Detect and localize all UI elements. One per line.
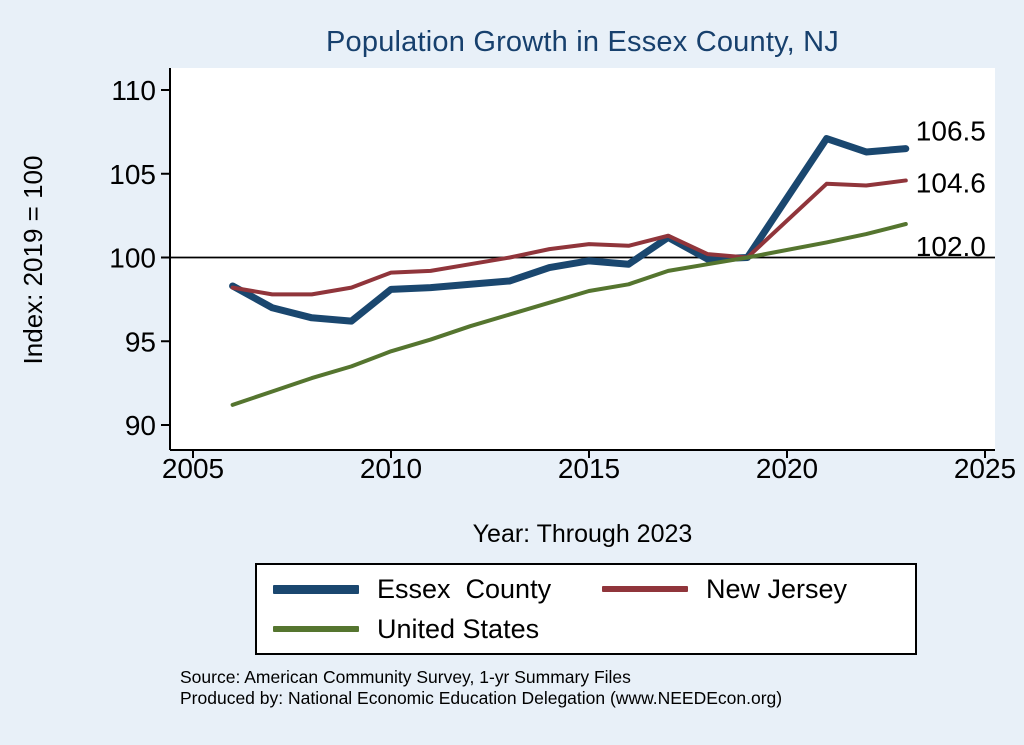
legend-row-1: Essex County New Jersey (257, 569, 915, 609)
svg-text:Index: 2019 = 100: Index: 2019 = 100 (18, 156, 48, 365)
svg-text:2005: 2005 (162, 453, 224, 484)
source-notes: Source: American Community Survey, 1-yr … (180, 667, 782, 709)
essex-county-line-swatch (273, 584, 359, 594)
svg-text:2025: 2025 (954, 453, 1016, 484)
svg-text:110: 110 (111, 75, 156, 106)
svg-text:2020: 2020 (756, 453, 818, 484)
svg-text:102.0: 102.0 (916, 231, 986, 262)
plot-area: 90 95 100 105 110 2005 2010 2015 2020 2025 106.5 10… (0, 60, 1024, 500)
svg-text:106.5: 106.5 (916, 116, 986, 147)
svg-text:105: 105 (109, 159, 156, 190)
svg-text:2015: 2015 (558, 453, 620, 484)
legend: Essex County New Jersey United States (255, 563, 917, 655)
united-states-line-swatch (273, 626, 359, 632)
svg-text:2010: 2010 (360, 453, 422, 484)
svg-text:104.6: 104.6 (916, 167, 986, 198)
legend-label-united-states: United States (377, 613, 540, 644)
line-chart: 90 95 100 105 110 2005 2010 2015 2020 2025 106.5 10… (18, 68, 1016, 484)
svg-text:100: 100 (109, 243, 156, 274)
legend-label-new-jersey: New Jersey (706, 573, 848, 604)
svg-text:90: 90 (125, 410, 156, 441)
chart-title: Population Growth in Essex County, NJ (326, 26, 839, 58)
svg-text:95: 95 (125, 326, 156, 357)
new-jersey-line-swatch (602, 586, 688, 592)
legend-label-essex-county: Essex County (377, 573, 552, 604)
source-note: Source: American Community Survey, 1-yr … (180, 667, 631, 687)
credit-note: Produced by: National Economic Education… (180, 688, 783, 708)
legend-row-2: United States (257, 609, 915, 649)
x-axis-label: Year: Through 2023 (472, 520, 693, 548)
